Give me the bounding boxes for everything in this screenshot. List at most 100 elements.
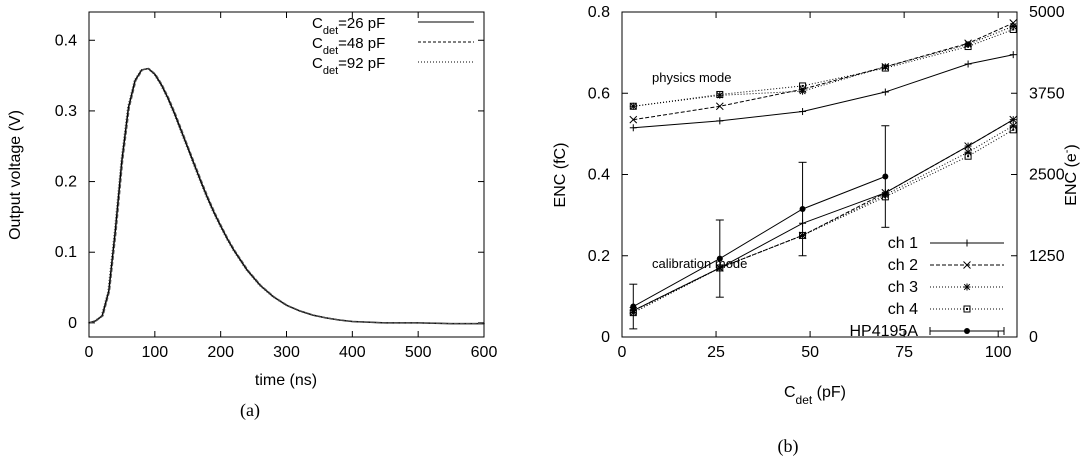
square-marker <box>963 305 971 313</box>
legend-label-main: C <box>312 35 323 52</box>
y-axis-label-b: ENC (fC) <box>552 143 569 208</box>
legend-label-b: ch 3 <box>888 279 918 296</box>
square-marker <box>632 105 635 108</box>
x-tick-label-a: 100 <box>141 344 168 361</box>
series-line-b-calibration <box>633 119 1014 312</box>
legend-entry: Cdet=26 pF <box>312 15 474 37</box>
square-marker <box>718 93 721 96</box>
y-tick-label-a: 0.2 <box>55 174 77 191</box>
x-axis-label-b: Cdet (pF) <box>784 384 846 407</box>
legend-entry: Cdet=92 pF <box>312 55 474 77</box>
series-line-b-calibration <box>633 125 1014 314</box>
y-tick-label-b: 0.8 <box>588 4 610 21</box>
y2-axis-label-sup: - <box>1061 149 1073 153</box>
x-axis-label-a: time (ns) <box>255 372 317 389</box>
series-line-b-physics <box>633 22 1014 121</box>
series-line-a <box>89 67 485 325</box>
square-marker <box>629 102 637 110</box>
square-marker <box>1012 28 1015 31</box>
square-marker <box>966 308 968 310</box>
legend-entry-b: ch 4 <box>888 301 1004 318</box>
cross-marker <box>1009 115 1018 124</box>
x-tick-label-a: 0 <box>85 344 94 361</box>
cross-marker <box>963 261 971 269</box>
tick-group-a: 0 100 200 300 400 500 600 0 0.1 0.2 0.3 0.4 <box>55 12 498 361</box>
y2-tick-label-b: 2500 <box>1029 167 1065 184</box>
tick-group-b: 0 25 50 75 100 0 0.2 0.4 0.6 0.8 0 1250 2500 3750 5000 <box>588 4 1065 361</box>
dot-marker <box>882 173 889 180</box>
x-axis-label-rest: (pF) <box>812 384 846 401</box>
dot-marker <box>964 328 970 334</box>
legend-label-sub: det <box>323 25 338 37</box>
square-marker <box>967 45 970 48</box>
dot-marker <box>630 303 637 310</box>
square-marker <box>964 152 972 160</box>
legend-label-rest: =26 pF <box>338 15 385 32</box>
cross-marker <box>629 115 638 124</box>
y-tick-label-b: 0.4 <box>588 167 610 184</box>
x-tick-label-a: 500 <box>405 344 432 361</box>
legend-a: Cdet=26 pF Cdet=48 pF Cdet=92 pF <box>312 15 474 77</box>
legend-label-b: ch 4 <box>888 301 918 318</box>
x-tick-label-b: 0 <box>618 344 627 361</box>
series-line-a <box>87 67 483 325</box>
curve-group-a <box>87 67 485 325</box>
caption-b: (b) <box>778 436 799 457</box>
x-tick-label-a: 400 <box>339 344 366 361</box>
y-tick-label-a: 0.1 <box>55 244 77 261</box>
series-line-b-hp <box>633 176 886 307</box>
legend-label-rest: =92 pF <box>338 55 385 72</box>
square-marker <box>884 67 887 70</box>
legend-label-rest: =48 pF <box>338 35 385 52</box>
x-tick-label-a: 300 <box>273 344 300 361</box>
square-marker <box>881 64 889 72</box>
legend-entry-b: ch 2 <box>888 257 1004 274</box>
y2-tick-label-b: 5000 <box>1029 4 1065 21</box>
series-line-b-physics <box>633 54 1014 129</box>
y-axis-label-a: Output voltage (V) <box>7 110 24 240</box>
legend-entry-b: ch 3 <box>888 279 1004 296</box>
square-marker <box>799 82 807 90</box>
annotation-calibration-mode: calibration mode <box>652 256 747 271</box>
y-tick-label-a: 0 <box>68 315 77 332</box>
y2-axis-label-main: ENC (e <box>1063 153 1080 206</box>
x-tick-label-b: 75 <box>895 344 913 361</box>
star-marker <box>964 41 972 48</box>
series-line-b-physics <box>633 25 1014 107</box>
svg-text:Cdet=48 pF: Cdet=48 pF <box>312 35 385 57</box>
legend-label-b: HP4195A <box>850 323 919 340</box>
x-axis-label-sub: det <box>796 393 813 407</box>
cross-marker <box>715 102 724 111</box>
x-axis-label-main: C <box>784 384 796 401</box>
y2-tick-label-b: 3750 <box>1029 85 1065 102</box>
y-tick-label-a: 0.4 <box>55 32 77 49</box>
dot-marker <box>716 255 723 262</box>
panel-b: 0 25 50 75 100 0 0.2 0.4 0.6 0.8 0 1250 2500 3750 5000… <box>552 4 1080 457</box>
legend-b: ch 1 ch 2 ch 3 ch 4 HP4195A <box>850 235 1005 340</box>
y-tick-label-b: 0.6 <box>588 85 610 102</box>
star-marker <box>1010 122 1017 129</box>
annotation-physics-mode: physics mode <box>652 70 731 85</box>
legend-entry-b: HP4195A <box>850 323 1005 340</box>
svg-text:Cdet=92 pF: Cdet=92 pF <box>312 55 385 77</box>
y2-axis-label-end: ) <box>1063 144 1080 149</box>
y-tick-label-a: 0.3 <box>55 103 77 120</box>
plot-frame-b <box>621 11 1018 338</box>
legend-label-sub: det <box>323 45 338 57</box>
x-tick-label-a: 200 <box>207 344 234 361</box>
legend-label-b: ch 1 <box>888 235 918 252</box>
series-line-a <box>88 67 484 325</box>
x-tick-label-b: 100 <box>985 344 1012 361</box>
legend-label-sub: det <box>323 65 338 77</box>
y-tick-label-b: 0 <box>601 329 610 346</box>
square-marker <box>716 90 724 98</box>
dot-marker <box>799 206 806 213</box>
x-tick-label-a: 600 <box>471 344 498 361</box>
plot-frame-a <box>88 11 485 338</box>
y2-tick-label-b: 1250 <box>1029 248 1065 265</box>
curve-group-b <box>629 19 1018 330</box>
legend-label-main: C <box>312 55 323 72</box>
y2-axis-label-b: ENC (e-) <box>1061 144 1080 205</box>
svg-text:Cdet=26 pF: Cdet=26 pF <box>312 15 385 37</box>
